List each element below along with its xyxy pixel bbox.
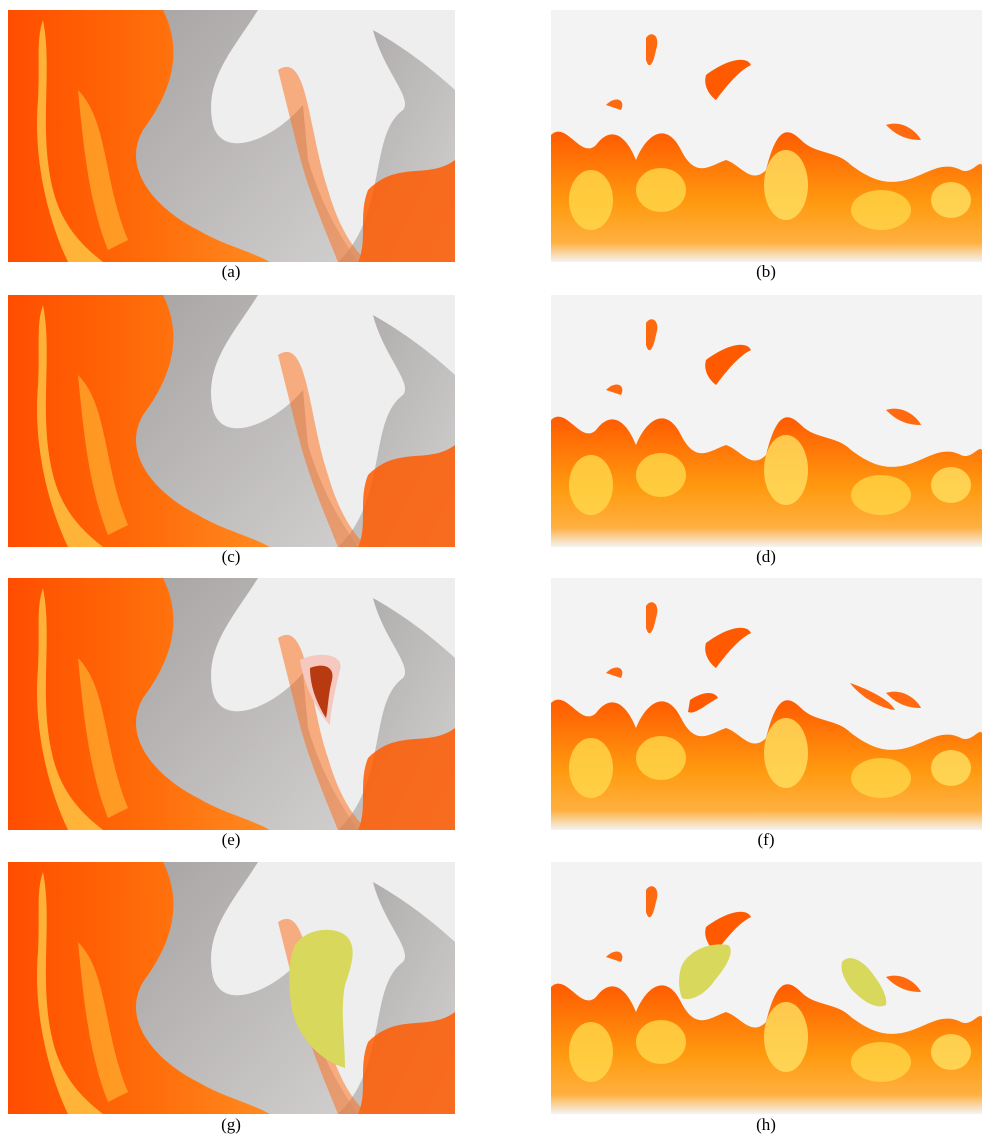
panel-label: (b)	[756, 262, 776, 281]
image-panel	[551, 295, 982, 547]
figure: (a) (b) (c) (d) (e) (f) (g) (h)	[0, 0, 983, 1145]
image-panel	[551, 578, 982, 830]
panel-label: (h)	[756, 1115, 776, 1134]
panel-label: (c)	[222, 547, 241, 566]
page: (a) (b) (c) (d) (e) (f) (g) (h) (() => {…	[0, 0, 983, 1145]
image-panel	[8, 578, 455, 830]
panel-label: (e)	[222, 830, 241, 849]
panel-label: (f)	[758, 830, 775, 849]
image-panel	[8, 862, 455, 1114]
image-panel	[8, 295, 455, 547]
panel-label: (d)	[756, 547, 776, 566]
image-panel	[551, 10, 982, 262]
panel-label: (a)	[222, 262, 241, 281]
image-panel	[8, 10, 455, 262]
image-panel	[551, 862, 982, 1114]
panel-label: (g)	[221, 1115, 241, 1134]
